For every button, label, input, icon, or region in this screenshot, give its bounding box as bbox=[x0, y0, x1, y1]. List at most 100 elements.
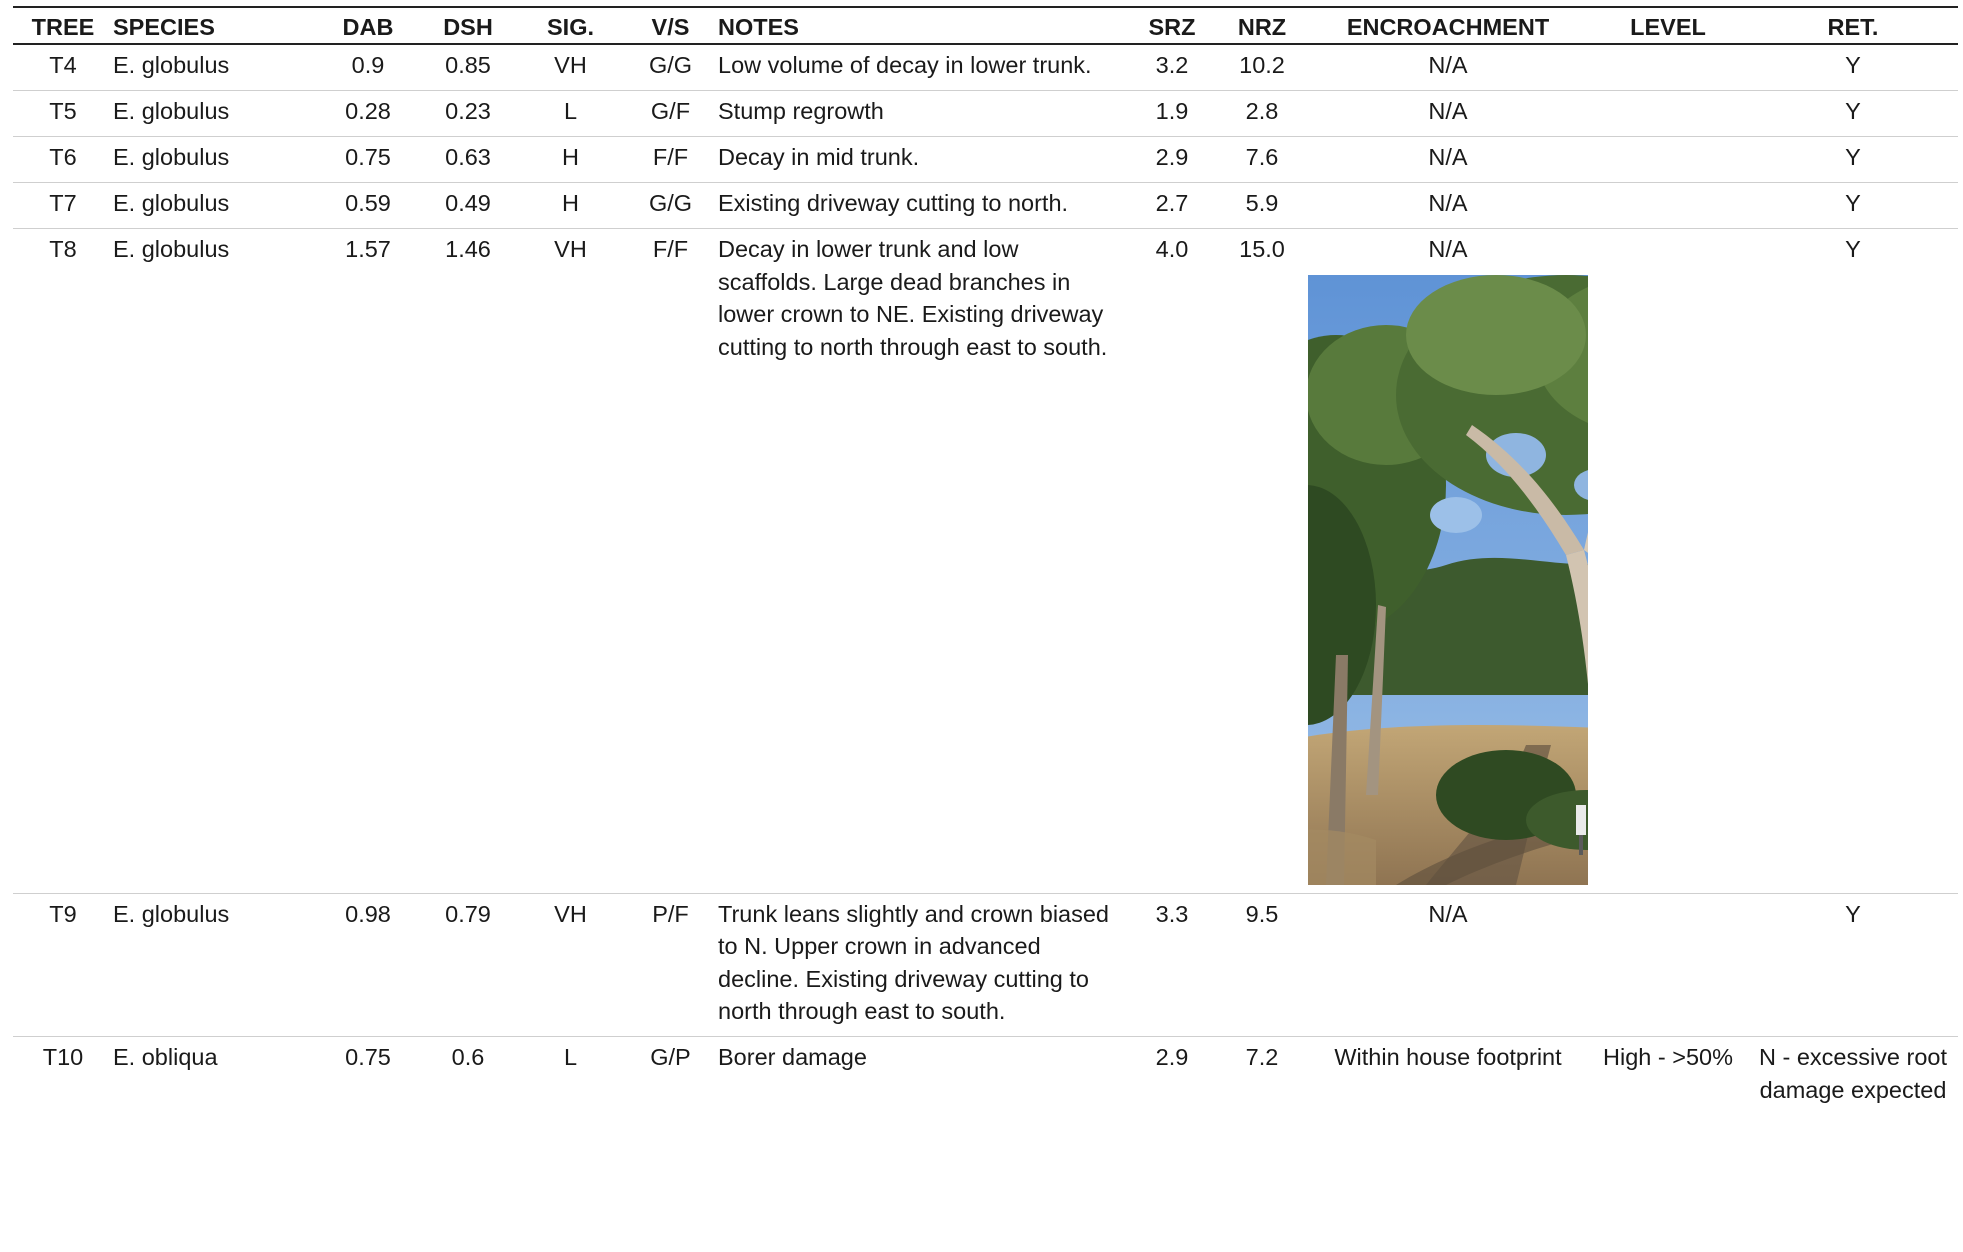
cell-sig: L bbox=[563, 1043, 578, 1070]
cell-ret: Y bbox=[1748, 136, 1958, 183]
cell-encroachment: N/A bbox=[1308, 136, 1588, 183]
cell-tree: T4 bbox=[13, 44, 113, 91]
cell-dsh: 0.79 bbox=[418, 893, 518, 1037]
table-row-t7: T7 E. globulus 0.59 0.49 H G/G Existing … bbox=[13, 182, 1958, 229]
header-srz: SRZ bbox=[1128, 6, 1216, 45]
cell-level: High - >50% bbox=[1603, 1043, 1733, 1070]
cell-encroachment: N/A bbox=[1308, 90, 1588, 137]
cell-nrz: 7.2 bbox=[1245, 1043, 1279, 1070]
cell-dab: 0.75 bbox=[345, 1043, 391, 1070]
cell-vs: G/G bbox=[623, 182, 718, 229]
cell-ret: Y bbox=[1748, 90, 1958, 137]
cell-dab: 0.75 bbox=[318, 136, 418, 183]
cell-dsh: 0.85 bbox=[418, 44, 518, 91]
cell-nrz: 2.8 bbox=[1216, 90, 1308, 137]
tree-photo-svg bbox=[1308, 274, 1588, 885]
cell-sig: VH bbox=[518, 228, 623, 894]
header-nrz: NRZ bbox=[1216, 6, 1308, 45]
cell-level bbox=[1588, 90, 1748, 137]
header-notes: NOTES bbox=[718, 6, 1128, 45]
cell-dab: 0.9 bbox=[318, 44, 418, 91]
cell-species: E. globulus bbox=[113, 44, 318, 91]
cell-encroachment: N/A bbox=[1308, 893, 1588, 1037]
cell-tree: T7 bbox=[13, 182, 113, 229]
cell-sig: H bbox=[518, 182, 623, 229]
header-encroachment: ENCROACHMENT bbox=[1308, 6, 1588, 45]
cell-tree: T5 bbox=[13, 90, 113, 137]
cell-sig: VH bbox=[518, 893, 623, 1037]
cell-nrz: 9.5 bbox=[1216, 893, 1308, 1037]
table-row-t4: T4 E. globulus 0.9 0.85 VH G/G Low volum… bbox=[13, 44, 1958, 91]
cell-nrz: 15.0 bbox=[1216, 228, 1308, 894]
cell-srz: 2.9 bbox=[1128, 136, 1216, 183]
header-sig: SIG. bbox=[518, 6, 623, 45]
cell-species: E. globulus bbox=[113, 136, 318, 183]
cell-srz: 2.7 bbox=[1128, 182, 1216, 229]
cell-ret: Y bbox=[1748, 893, 1958, 1037]
cell-dsh: 0.49 bbox=[418, 182, 518, 229]
cell-notes: Decay in mid trunk. bbox=[718, 136, 1128, 183]
cell-tree: T6 bbox=[13, 136, 113, 183]
cell-vs: F/F bbox=[623, 228, 718, 894]
cell-species: E. globulus bbox=[113, 182, 318, 229]
header-dsh: DSH bbox=[418, 6, 518, 45]
header-vs: V/S bbox=[623, 6, 718, 45]
tree-photo bbox=[1308, 274, 1588, 885]
cell-encroachment: N/A bbox=[1308, 182, 1588, 229]
cell-level bbox=[1588, 893, 1748, 1037]
cell-species: E. globulus bbox=[113, 90, 318, 137]
cell-notes: Low volume of decay in lower trunk. bbox=[718, 44, 1128, 91]
cell-vs: G/P bbox=[650, 1043, 691, 1070]
cell-tree: T10 bbox=[42, 1043, 84, 1070]
header-species: SPECIES bbox=[113, 6, 318, 45]
table-row-t8: T8 E. globulus 1.57 1.46 VH F/F Decay in… bbox=[13, 228, 1958, 894]
cell-dsh: 1.46 bbox=[418, 228, 518, 894]
cell-ret: N - excessive root damage expected bbox=[1758, 1043, 1948, 1103]
cell-level bbox=[1588, 228, 1748, 894]
cell-encroachment: N/A bbox=[1308, 228, 1588, 894]
cell-encroachment: N/A bbox=[1308, 44, 1588, 91]
cell-notes: Trunk leans slightly and crown biased to… bbox=[718, 893, 1128, 1037]
cell-srz: 4.0 bbox=[1128, 228, 1216, 894]
table-row-t10: T10 E. obliqua 0.75 0.6 L G/P Borer dama… bbox=[13, 1036, 1958, 1115]
cell-nrz: 10.2 bbox=[1216, 44, 1308, 91]
cell-notes: Borer damage bbox=[718, 1043, 867, 1070]
cell-encroachment-text: N/A bbox=[1428, 236, 1468, 262]
cell-dsh: 0.63 bbox=[418, 136, 518, 183]
cell-dab: 0.59 bbox=[318, 182, 418, 229]
cell-level bbox=[1588, 44, 1748, 91]
header-ret: RET. bbox=[1748, 6, 1958, 45]
cell-dsh: 0.23 bbox=[418, 90, 518, 137]
cell-species: E. globulus bbox=[113, 893, 318, 1037]
cell-notes: Decay in lower trunk and low scaffolds. … bbox=[718, 228, 1128, 894]
cell-species: E. globulus bbox=[113, 228, 318, 894]
cell-notes: Existing driveway cutting to north. bbox=[718, 182, 1128, 229]
table-row-t9: T9 E. globulus 0.98 0.79 VH P/F Trunk le… bbox=[13, 893, 1958, 1037]
cell-ret: Y bbox=[1748, 44, 1958, 91]
table-row-t5: T5 E. globulus 0.28 0.23 L G/F Stump reg… bbox=[13, 90, 1958, 137]
cell-sig: H bbox=[518, 136, 623, 183]
cell-vs: G/G bbox=[623, 44, 718, 91]
header-level: LEVEL bbox=[1588, 6, 1748, 45]
cell-vs: P/F bbox=[623, 893, 718, 1037]
cell-nrz: 7.6 bbox=[1216, 136, 1308, 183]
header-dab: DAB bbox=[318, 6, 418, 45]
cell-ret: Y bbox=[1748, 182, 1958, 229]
cell-dab: 0.28 bbox=[318, 90, 418, 137]
cell-srz: 1.9 bbox=[1128, 90, 1216, 137]
cell-species: E. obliqua bbox=[113, 1043, 218, 1070]
cell-vs: F/F bbox=[623, 136, 718, 183]
cell-nrz: 5.9 bbox=[1216, 182, 1308, 229]
cell-srz: 2.9 bbox=[1155, 1043, 1189, 1070]
cell-vs: G/F bbox=[623, 90, 718, 137]
cell-notes: Stump regrowth bbox=[718, 90, 1128, 137]
tree-assessment-table: TREE SPECIES DAB DSH SIG. V/S NOTES SRZ … bbox=[13, 6, 1958, 1115]
cell-tree: T8 bbox=[13, 228, 113, 894]
header-tree: TREE bbox=[13, 6, 113, 45]
cell-dab: 1.57 bbox=[318, 228, 418, 894]
table-row-t6: T6 E. globulus 0.75 0.63 H F/F Decay in … bbox=[13, 136, 1958, 183]
cell-tree: T9 bbox=[13, 893, 113, 1037]
cell-srz: 3.2 bbox=[1128, 44, 1216, 91]
cell-encroachment: Within house footprint bbox=[1334, 1043, 1562, 1070]
